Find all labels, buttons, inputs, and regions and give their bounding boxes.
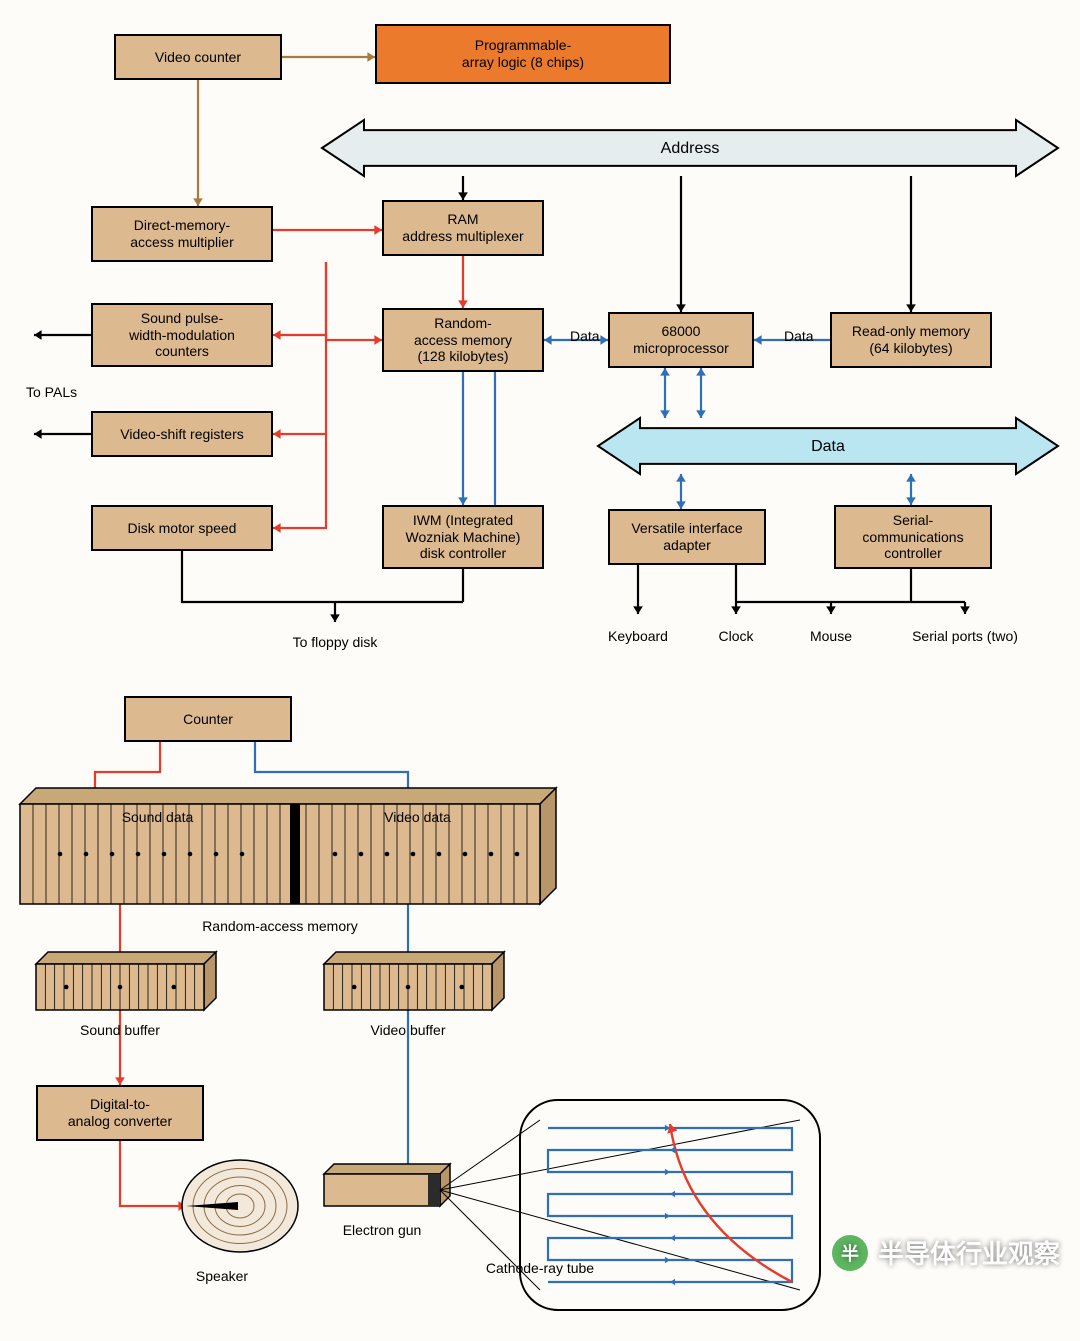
node-sound_pwm: Sound pulse- width-modulation counters: [91, 303, 273, 367]
diagram-stage: Address Data Sound data Video data 半 半导体行业观…: [0, 0, 1080, 1341]
node-video_shift: Video-shift registers: [91, 411, 273, 457]
label: Electron gun: [343, 1222, 422, 1238]
label: Video buffer: [371, 1022, 446, 1038]
label: Data: [784, 328, 814, 344]
label: Clock: [718, 628, 753, 644]
node-counter: Counter: [124, 696, 292, 742]
node-disk_speed: Disk motor speed: [91, 505, 273, 551]
svg-text:Video data: Video data: [384, 809, 451, 825]
label: Random-access memory: [202, 918, 358, 934]
label: Mouse: [810, 628, 852, 644]
label: Serial ports (two): [912, 628, 1018, 644]
node-iwm: IWM (Integrated Wozniak Machine) disk co…: [382, 505, 544, 569]
label: Data: [570, 328, 600, 344]
svg-text:Address: Address: [661, 140, 720, 157]
label: To floppy disk: [293, 634, 378, 650]
watermark-text: 半导体行业观察: [878, 1234, 1060, 1271]
wechat-icon: 半: [832, 1235, 868, 1271]
node-ram_mux: RAM address multiplexer: [382, 200, 544, 256]
node-rom: Read-only memory (64 kilobytes): [830, 312, 992, 368]
svg-text:Data: Data: [811, 438, 845, 455]
node-via: Versatile interface adapter: [608, 509, 766, 565]
label: Speaker: [196, 1268, 248, 1284]
label: Keyboard: [608, 628, 668, 644]
watermark: 半 半导体行业观察: [832, 1234, 1060, 1271]
svg-text:Sound data: Sound data: [122, 809, 194, 825]
node-video_counter: Video counter: [114, 34, 282, 80]
node-pal: Programmable- array logic (8 chips): [375, 24, 671, 84]
label: Sound buffer: [80, 1022, 160, 1038]
label: Cathode-ray tube: [486, 1260, 594, 1276]
node-dma: Direct-memory- access multiplier: [91, 206, 273, 262]
node-dac: Digital-to- analog converter: [36, 1085, 204, 1141]
label: To PALs: [26, 384, 77, 400]
node-ram: Random- access memory (128 kilobytes): [382, 308, 544, 372]
node-scc: Serial- communications controller: [834, 505, 992, 569]
node-cpu: 68000 microprocessor: [608, 312, 754, 368]
